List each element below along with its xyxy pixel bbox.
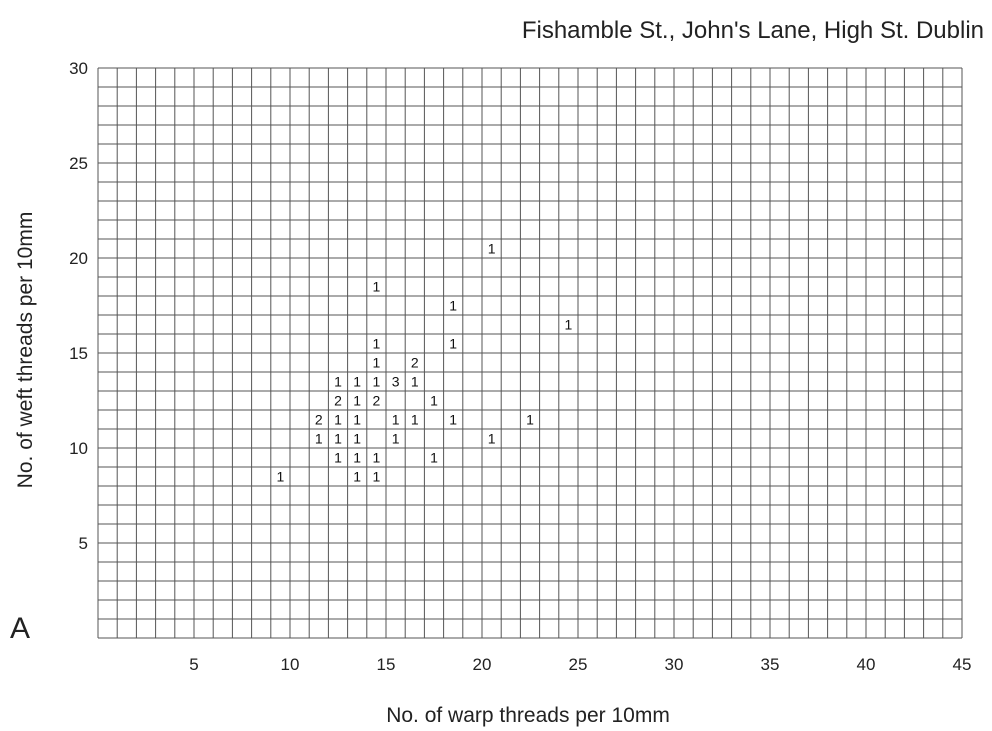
cell-count: 1 (353, 412, 361, 428)
cell-count: 1 (411, 374, 419, 390)
x-tick-label: 45 (953, 655, 972, 674)
cell-count: 1 (334, 412, 342, 428)
cell-count: 2 (315, 412, 323, 428)
cell-count: 1 (392, 412, 400, 428)
y-tick-label: 5 (79, 534, 88, 553)
cell-count: 2 (334, 393, 342, 409)
cell-count: 1 (449, 336, 457, 352)
cell-count: 2 (411, 355, 419, 371)
panel-label: A (10, 612, 30, 645)
cell-count: 1 (449, 412, 457, 428)
cell-count: 2 (373, 393, 381, 409)
y-tick-label: 10 (69, 439, 88, 458)
y-axis-label: No. of weft threads per 10mm (14, 212, 37, 489)
y-tick-label: 20 (69, 249, 88, 268)
cell-count: 3 (392, 374, 400, 390)
x-tick-label: 15 (377, 655, 396, 674)
x-tick-label: 40 (857, 655, 876, 674)
cell-count: 1 (373, 336, 381, 352)
cell-count: 1 (353, 431, 361, 447)
x-tick-label: 30 (665, 655, 684, 674)
cell-count: 1 (334, 450, 342, 466)
cell-count: 1 (526, 412, 534, 428)
cell-count: 1 (430, 450, 438, 466)
cell-count: 1 (411, 412, 419, 428)
x-axis-label: No. of warp threads per 10mm (386, 704, 670, 727)
y-tick-label: 30 (69, 59, 88, 78)
cell-count: 1 (353, 374, 361, 390)
y-tick-label: 25 (69, 154, 88, 173)
cell-count: 1 (488, 431, 496, 447)
x-tick-label: 25 (569, 655, 588, 674)
cell-count: 1 (334, 431, 342, 447)
cell-count: 1 (353, 469, 361, 485)
cell-count: 1 (373, 374, 381, 390)
cell-count: 1 (392, 431, 400, 447)
cell-count: 1 (334, 374, 342, 390)
x-tick-label: 5 (189, 655, 198, 674)
x-tick-label: 35 (761, 655, 780, 674)
chart-title: Fishamble St., John's Lane, High St. Dub… (522, 17, 984, 44)
cell-count: 1 (449, 298, 457, 314)
cell-count: 1 (373, 450, 381, 466)
cell-count: 1 (373, 469, 381, 485)
cell-count: 1 (373, 279, 381, 295)
y-tick-label: 15 (69, 344, 88, 363)
cell-count: 1 (353, 450, 361, 466)
cell-count: 1 (488, 241, 496, 257)
cell-count: 1 (277, 469, 285, 485)
cell-count: 1 (315, 431, 323, 447)
cell-count: 1 (373, 355, 381, 371)
x-tick-label: 20 (473, 655, 492, 674)
x-tick-label: 10 (281, 655, 300, 674)
cell-count: 1 (430, 393, 438, 409)
x-axis-ticks: 5 10 15 20 25 30 35 40 45 (189, 655, 971, 674)
grid-lines (97, 67, 963, 639)
y-axis-ticks: 5 10 15 20 25 30 (69, 59, 88, 553)
cell-count: 1 (353, 393, 361, 409)
cell-count: 1 (565, 317, 573, 333)
